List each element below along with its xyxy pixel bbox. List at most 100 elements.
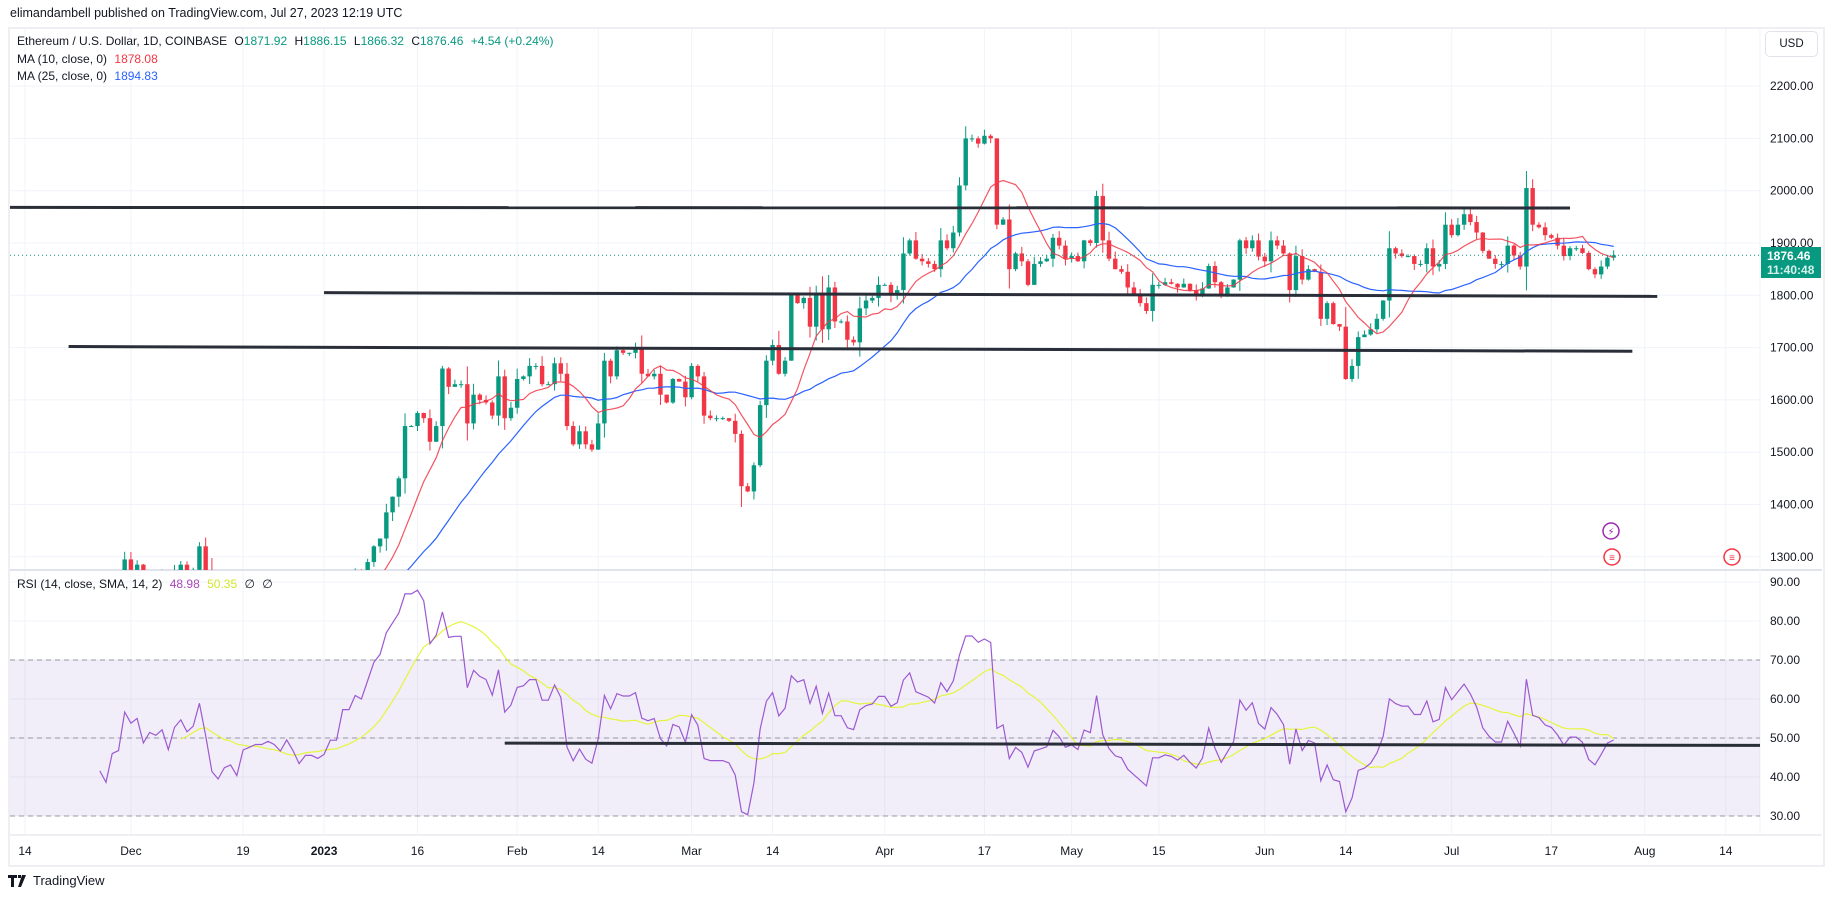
bullish-candle: [757, 400, 763, 468]
bearish-candle: [733, 413, 738, 443]
bearish-candle: [128, 552, 134, 570]
bullish-candle: [402, 413, 408, 494]
candle-body: [1331, 303, 1336, 325]
bearish-candle: [446, 367, 451, 395]
bearish-candle: [490, 400, 495, 420]
bullish-candle: [963, 126, 968, 191]
bearish-candle: [583, 426, 588, 449]
candle-body: [1032, 263, 1037, 285]
candle-body: [458, 384, 464, 386]
candle-body: [508, 407, 514, 419]
bullish-candle: [1349, 359, 1355, 382]
rsi-tick-label: 50.00: [1770, 731, 1800, 745]
bullish-candle: [48, 596, 52, 611]
candle-body: [446, 368, 451, 387]
bearish-candle: [291, 592, 295, 605]
candle-body: [658, 373, 663, 395]
bearish-candle: [272, 596, 276, 601]
candle-body: [1449, 224, 1454, 236]
candle-body: [85, 609, 89, 617]
icon-glyph: ⚡: [1607, 527, 1614, 538]
bullish-candle: [969, 134, 975, 142]
bullish-candle: [1405, 254, 1411, 258]
bearish-candle: [1262, 253, 1267, 267]
ma25-legend[interactable]: MA (25, close, 0) 1894.83: [17, 69, 162, 83]
candle-body: [1405, 256, 1411, 258]
candle-body: [739, 433, 744, 487]
bullish-candle: [191, 567, 196, 570]
price-tick-label: 2000.00: [1770, 184, 1814, 198]
chart-frame: [8, 27, 1825, 867]
bullish-candle: [222, 612, 226, 631]
us-economic-event-icon: ≡: [1603, 548, 1621, 566]
candle-body: [48, 601, 52, 609]
ma10-legend[interactable]: MA (10, close, 0) 1878.08: [17, 52, 162, 66]
candle-body: [514, 378, 520, 408]
bearish-candle: [571, 421, 576, 447]
candle-body: [1480, 232, 1486, 251]
bar-countdown: 11:40:48: [1767, 263, 1815, 277]
bullish-candle: [1598, 260, 1604, 279]
candle-body: [1349, 365, 1355, 379]
candle-body: [1443, 224, 1448, 264]
candle-body: [913, 240, 919, 259]
bearish-candle: [1480, 232, 1486, 254]
rsi-value: 48.98: [169, 577, 200, 591]
bearish-candle: [1281, 240, 1286, 255]
bearish-candle: [1275, 236, 1280, 250]
candle-body: [1231, 279, 1236, 288]
candle-body: [982, 135, 987, 144]
bullish-candle: [228, 612, 232, 621]
bullish-candle: [720, 416, 725, 420]
bearish-candle: [1393, 246, 1398, 259]
bearish-candle: [658, 365, 663, 406]
bullish-candle: [341, 576, 345, 603]
bearish-candle: [539, 356, 545, 387]
candle-body: [733, 420, 738, 434]
bearish-candle: [1430, 239, 1436, 276]
time-tick-label: May: [1060, 844, 1083, 858]
candle-body: [720, 418, 725, 420]
candle-body: [1418, 263, 1423, 265]
time-tick-label: 14: [1719, 844, 1733, 858]
bearish-candle: [297, 600, 301, 619]
candle-body: [1437, 263, 1442, 267]
candle-body: [334, 601, 338, 602]
bullish-candle: [714, 415, 719, 422]
candle-body: [60, 600, 64, 641]
candle-body: [807, 297, 813, 327]
bullish-candle: [197, 542, 202, 570]
bullish-candle: [91, 603, 95, 612]
bullish-candle: [384, 503, 389, 551]
bullish-candle: [521, 375, 526, 381]
candle-body: [814, 292, 819, 327]
currency-button[interactable]: USD: [1765, 31, 1818, 57]
time-tick-label: Mar: [681, 844, 702, 858]
candle-body: [1268, 240, 1274, 262]
candle-body: [708, 415, 713, 419]
candle-body: [1218, 282, 1224, 296]
bearish-candle: [66, 633, 70, 664]
change-value: +4.54 (+0.24%): [470, 34, 554, 48]
bearish-candle: [1194, 284, 1199, 301]
bearish-candle: [1299, 249, 1305, 285]
candle-body: [1100, 195, 1105, 241]
candle-body: [41, 601, 45, 609]
footer-brand[interactable]: TradingView: [8, 873, 105, 888]
candle-body: [203, 546, 208, 570]
bearish-candle: [1212, 261, 1218, 288]
time-tick-label: Jul: [1444, 844, 1459, 858]
bearish-candle: [211, 558, 213, 570]
bullish-candle: [54, 598, 58, 605]
bearish-candle: [739, 430, 744, 508]
symbol-legend[interactable]: Ethereum / U.S. Dollar, 1D, COINBASE O18…: [17, 34, 557, 48]
candle-body: [1050, 237, 1056, 259]
candle-body: [521, 376, 526, 379]
time-tick-label: 14: [591, 844, 605, 858]
rsi-legend[interactable]: RSI (14, close, SMA, 14, 2) 48.98 50.35 …: [17, 577, 277, 591]
candle-body: [664, 394, 669, 403]
bullish-candle: [134, 560, 140, 570]
candle-body: [1113, 258, 1118, 270]
candle-body: [1038, 261, 1043, 264]
